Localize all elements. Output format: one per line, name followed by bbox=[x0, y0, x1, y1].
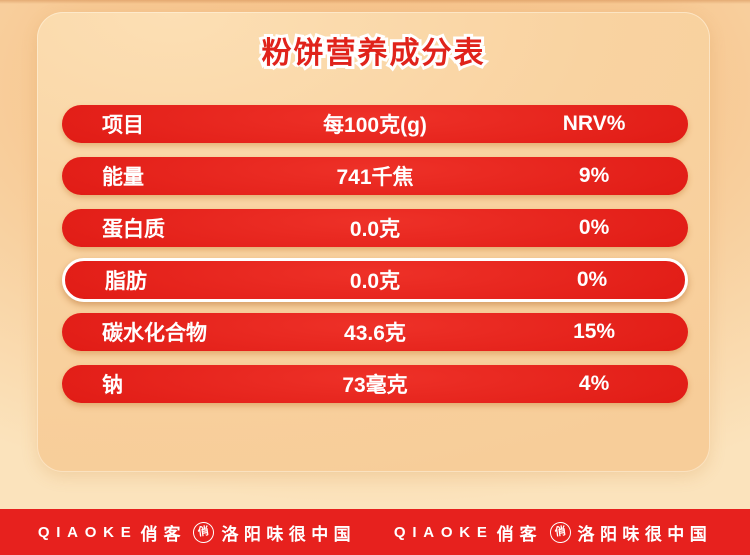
header-nrv-label: NRV% bbox=[562, 112, 626, 135]
qiaoke-seal-icon: 俏 bbox=[548, 520, 572, 544]
row-amount-value: 73毫克 bbox=[342, 374, 408, 397]
row-nrv-value: 15% bbox=[573, 320, 616, 343]
brand-slogan-text: 洛阳味很中国 bbox=[577, 524, 713, 544]
table-row-protein: 蛋白质 0.0克 0% bbox=[62, 209, 688, 247]
brand-chinese-text: 俏客 bbox=[140, 524, 187, 544]
header-amount-label: 每100克(g) bbox=[323, 114, 427, 137]
row-amount-value: 0.0克 bbox=[349, 218, 401, 241]
brand-slogan-text: 洛阳味很中国 bbox=[221, 524, 357, 544]
row-item-label: 碳水化合物 bbox=[102, 322, 207, 345]
nutrition-card: 粉饼营养成分表 项目 每100克(g) NRV% 能量 741千焦 9% 蛋白质… bbox=[37, 12, 710, 472]
footer-brand-bar: QIAOKE 俏客 俏 洛阳味很中国 QIAOKE 俏客 俏 洛阳味很中国 bbox=[0, 509, 750, 555]
brand-chinese-text: 俏客 bbox=[496, 524, 543, 544]
row-item-label: 脂肪 bbox=[105, 270, 147, 293]
table-row-energy: 能量 741千焦 9% bbox=[62, 157, 688, 195]
nutrition-table: 项目 每100克(g) NRV% 能量 741千焦 9% 蛋白质 0.0克 0%… bbox=[62, 105, 688, 403]
table-header-row: 项目 每100克(g) NRV% bbox=[62, 105, 688, 143]
brand-segment: QIAOKE 俏客 俏 洛阳味很中国 bbox=[394, 520, 712, 545]
row-item-label: 能量 bbox=[102, 166, 144, 189]
qiaoke-seal-icon: 俏 bbox=[192, 520, 216, 544]
brand-latin-text: QIAOKE bbox=[393, 523, 494, 541]
header-item-label: 项目 bbox=[102, 114, 144, 137]
table-row-fat: 脂肪 0.0克 0% bbox=[62, 258, 688, 302]
row-nrv-value: 9% bbox=[578, 164, 610, 187]
row-amount-value: 741千焦 bbox=[336, 166, 414, 189]
badge-char: 俏 bbox=[553, 524, 567, 539]
brand-segment: QIAOKE 俏客 俏 洛阳味很中国 bbox=[38, 520, 356, 545]
row-item-label: 蛋白质 bbox=[102, 218, 165, 241]
row-amount-value: 43.6克 bbox=[344, 322, 406, 345]
brand-latin-text: QIAOKE bbox=[37, 523, 138, 541]
row-nrv-value: 0% bbox=[578, 216, 610, 239]
page-title: 粉饼营养成分表 bbox=[259, 34, 487, 73]
badge-char: 俏 bbox=[197, 524, 211, 539]
row-nrv-value: 4% bbox=[578, 372, 610, 395]
table-row-sodium: 钠 73毫克 4% bbox=[62, 365, 688, 403]
table-row-carbohydrate: 碳水化合物 43.6克 15% bbox=[62, 313, 688, 351]
row-amount-value: 0.0克 bbox=[349, 270, 401, 293]
row-nrv-value: 0% bbox=[576, 268, 608, 291]
row-item-label: 钠 bbox=[102, 374, 123, 397]
